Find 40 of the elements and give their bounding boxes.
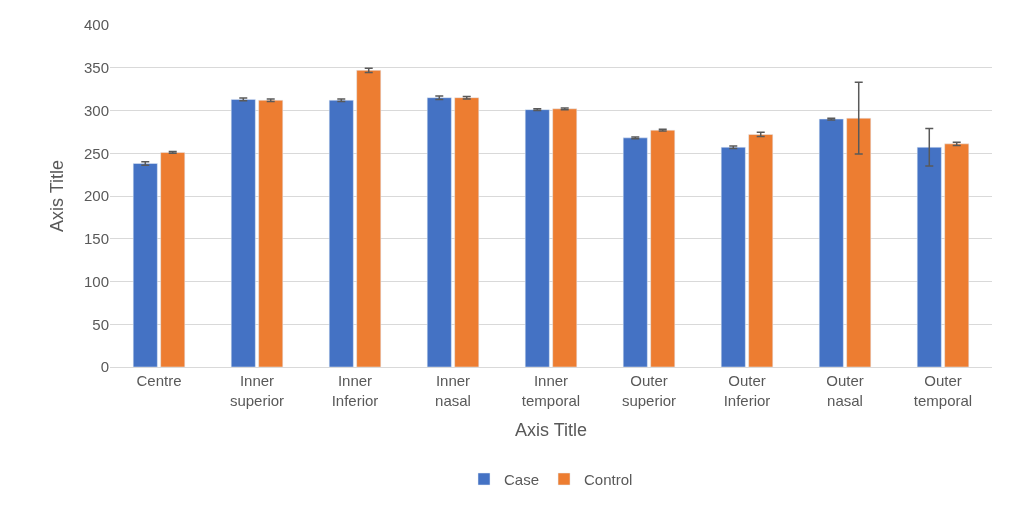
x-tick-label: Centre xyxy=(136,372,182,389)
bar xyxy=(818,118,844,367)
y-tick-label: 250 xyxy=(83,144,109,162)
bar xyxy=(258,99,284,367)
y-tick-label: 100 xyxy=(83,272,109,290)
bar xyxy=(944,143,970,367)
x-tick-label: Inner temporal xyxy=(521,372,581,409)
bar xyxy=(748,134,774,367)
x-tick-label: Inner superior xyxy=(229,372,285,409)
y-axis-title: Axis Title xyxy=(47,159,68,233)
bar xyxy=(230,99,256,367)
y-tick-label: 350 xyxy=(83,59,109,76)
legend-label: Case xyxy=(504,470,540,488)
bar xyxy=(650,129,676,367)
x-axis-title: Axis Title xyxy=(514,419,588,440)
y-tick-label: 50 xyxy=(92,315,109,333)
y-tick-label: 0 xyxy=(100,358,109,376)
bar xyxy=(720,147,746,367)
legend-label: Control xyxy=(584,470,633,488)
bar xyxy=(454,97,480,367)
x-tick-label: Outer superior xyxy=(621,372,677,409)
y-tick-label: 400 xyxy=(83,16,109,34)
bar xyxy=(426,97,452,367)
bar xyxy=(132,163,158,367)
x-tick-label: Outer Inferior xyxy=(723,372,771,409)
bar xyxy=(552,108,578,367)
bar xyxy=(524,109,550,367)
bar xyxy=(622,137,648,367)
bar xyxy=(328,99,354,367)
x-tick-label: Outer nasal xyxy=(826,372,864,409)
bar xyxy=(160,152,186,367)
x-tick-label: Inner Inferior xyxy=(331,372,379,409)
bar xyxy=(846,117,872,367)
bar xyxy=(356,70,382,367)
y-tick-label: 300 xyxy=(83,101,109,119)
bar xyxy=(916,147,942,367)
y-tick-label: 150 xyxy=(83,230,109,247)
y-tick-label: 200 xyxy=(83,187,109,205)
x-tick-label: Outer temporal xyxy=(913,372,973,409)
x-tick-label: Inner nasal xyxy=(435,372,471,409)
